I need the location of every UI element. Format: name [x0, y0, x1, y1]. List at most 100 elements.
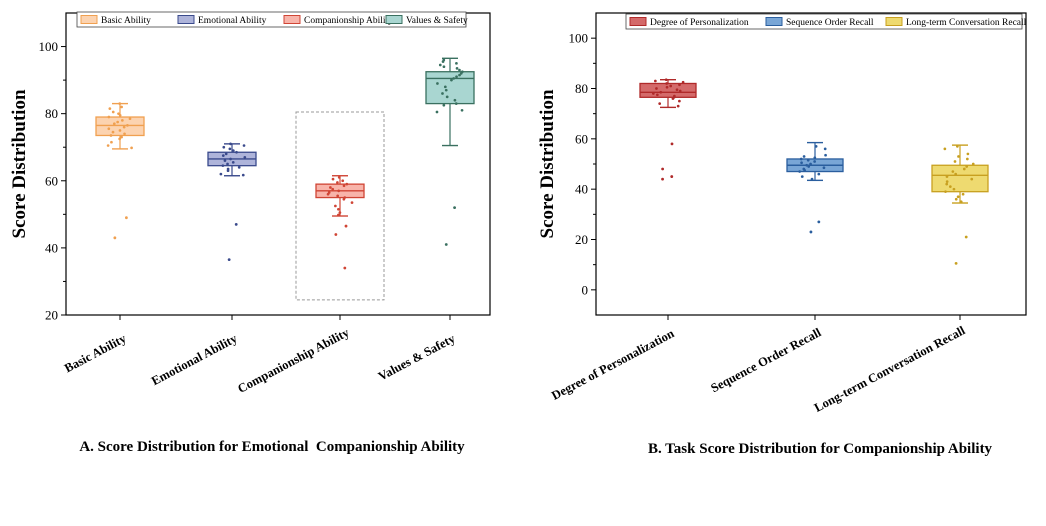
- data-point: [336, 194, 340, 198]
- data-point: [120, 105, 123, 109]
- data-point: [956, 145, 959, 148]
- data-point: [956, 195, 960, 199]
- panel-b-legend: Degree of Personalization Sequence Order …: [625, 13, 1027, 30]
- legend-swatch-values-and-safety: [385, 15, 403, 24]
- data-point: [221, 164, 225, 168]
- data-point: [954, 172, 958, 176]
- data-point: [341, 179, 345, 183]
- data-point: [809, 162, 812, 166]
- data-point: [441, 92, 444, 95]
- outlier-point: [334, 233, 338, 236]
- data-point: [945, 182, 949, 186]
- data-point: [128, 117, 132, 121]
- data-point: [951, 170, 955, 173]
- data-point: [458, 68, 461, 72]
- data-point: [943, 147, 947, 151]
- box-values-and-safety: [425, 57, 475, 320]
- data-point: [654, 79, 657, 83]
- data-point: [945, 175, 949, 178]
- data-point: [953, 160, 957, 163]
- data-point: [231, 149, 235, 152]
- data-point: [655, 87, 658, 90]
- box-emotional-ability: [207, 142, 257, 320]
- data-point: [111, 130, 115, 134]
- outlier-point: [227, 258, 231, 262]
- data-point: [438, 63, 442, 67]
- data-point: [337, 207, 340, 211]
- data-point: [966, 152, 970, 156]
- outlier-point: [453, 206, 456, 210]
- legend-frame: [625, 13, 1023, 30]
- data-point: [971, 162, 975, 166]
- panel-a-y-axis-title: Score Distribution: [9, 89, 30, 238]
- data-point: [455, 61, 458, 65]
- box-long-term-conversation-recall: [931, 144, 989, 320]
- legend-label-basic-ability: Basic Ability: [101, 16, 151, 26]
- data-point: [810, 177, 814, 181]
- outlier-point: [661, 167, 665, 171]
- data-point: [441, 60, 445, 64]
- data-point: [122, 125, 126, 129]
- y-tick-label: 20: [45, 308, 58, 323]
- data-point: [945, 180, 949, 183]
- panel-b-y-axis-title: Score Distribution: [537, 89, 558, 238]
- box-sequence-order-recall: [786, 141, 844, 320]
- data-point: [130, 146, 133, 150]
- data-point: [970, 177, 974, 181]
- box-companionship-ability: [315, 175, 365, 320]
- box-degree-of-personalization: [639, 78, 697, 320]
- data-point: [229, 157, 232, 161]
- data-point: [226, 162, 229, 166]
- legend-label-sequence-order-recall: Sequence Order Recall: [786, 18, 874, 28]
- data-point: [799, 157, 803, 161]
- data-point: [957, 155, 960, 158]
- data-point: [669, 84, 673, 88]
- data-point: [111, 110, 115, 114]
- data-point: [966, 157, 969, 161]
- y-tick-label: 100: [39, 39, 59, 54]
- iqr-box: [931, 164, 989, 193]
- data-point: [342, 184, 346, 188]
- data-point: [800, 175, 804, 178]
- data-point: [454, 102, 458, 105]
- data-point: [458, 73, 461, 77]
- outlier-point: [670, 142, 674, 146]
- data-point: [807, 165, 811, 168]
- data-point: [229, 142, 232, 146]
- data-point: [329, 186, 332, 189]
- legend-label-emotional-ability: Emotional Ability: [198, 16, 267, 26]
- data-point: [118, 137, 122, 141]
- data-point: [659, 90, 663, 94]
- data-point: [678, 89, 682, 93]
- data-point: [678, 83, 681, 87]
- legend-swatch-basic-ability: [80, 15, 98, 24]
- data-point: [952, 187, 956, 191]
- data-point: [675, 88, 679, 92]
- data-point: [652, 92, 655, 95]
- data-point: [965, 165, 969, 168]
- data-point: [442, 65, 446, 69]
- data-point: [954, 197, 958, 201]
- data-point: [444, 88, 448, 92]
- data-point: [243, 155, 247, 159]
- data-point: [806, 158, 810, 162]
- panel-b-caption: B. Task Score Distribution for Companion…: [648, 441, 993, 457]
- data-point: [226, 169, 230, 173]
- data-point: [337, 213, 340, 217]
- data-point: [665, 82, 669, 85]
- data-point: [336, 181, 339, 184]
- data-point: [107, 127, 111, 131]
- data-point: [241, 173, 245, 177]
- data-point: [337, 189, 341, 193]
- data-point: [109, 134, 113, 137]
- data-point: [331, 187, 335, 191]
- data-point: [116, 120, 119, 124]
- data-point: [112, 122, 116, 126]
- data-point: [802, 155, 806, 158]
- data-point: [658, 102, 662, 105]
- legend-frame: [76, 11, 467, 28]
- outlier-point: [444, 243, 448, 246]
- y-tick-label: 40: [45, 240, 58, 255]
- data-point: [118, 129, 122, 132]
- panel-a-y-ticks: 20 40 60 80 100: [39, 39, 66, 323]
